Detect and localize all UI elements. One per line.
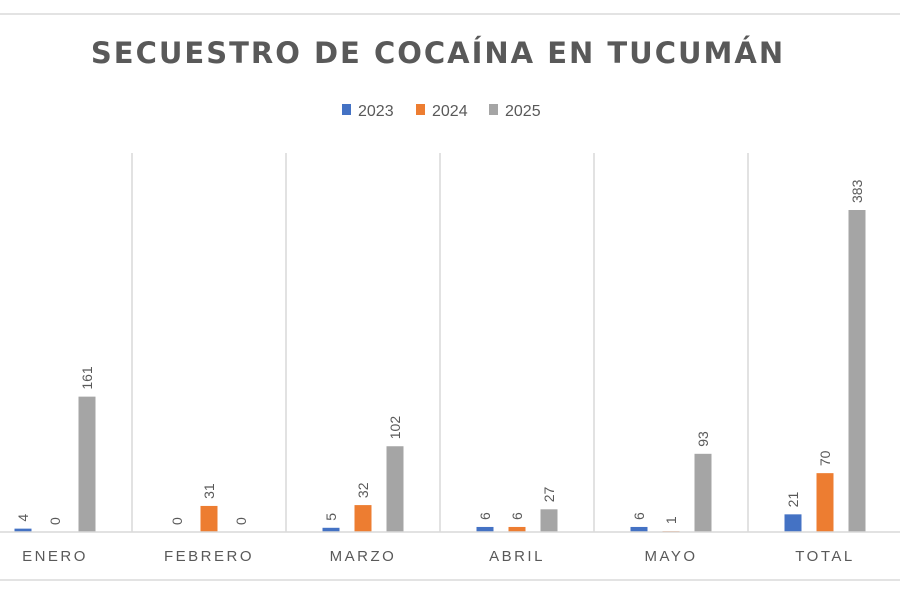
bar-2023-abril [476,526,494,532]
data-label: 0 [47,517,63,525]
bars: 4 0 161 0 31 0 5 32 102 6 6 27 6 1 93 21 70 383 [14,179,866,532]
data-label: 31 [201,483,217,499]
bar-2024-total [816,473,834,532]
data-label: 70 [817,450,833,466]
data-label: 4 [15,514,31,522]
bar-2025-enero [78,396,96,532]
legend-label-2024: 2024 [432,103,468,120]
chart-title: SECUESTRO DE COCAÍNA EN TUCUMÁN [91,36,785,70]
legend-swatch-2025 [489,104,498,115]
bar-2025-total [848,210,866,532]
data-label: 32 [355,482,371,498]
category-separators [131,153,749,532]
category-label: TOTAL [795,548,854,565]
category-label: ENERO [22,548,88,565]
legend-swatch-2023 [342,104,351,115]
legend-label-2025: 2025 [505,103,541,120]
legend: 2023 2024 2025 [342,103,541,120]
category-labels: ENERO FEBRERO MARZO ABRIL MAYO TOTAL [22,548,854,565]
category-label: ABRIL [489,548,545,565]
data-label: 6 [477,512,493,520]
category-label: FEBRERO [164,548,254,565]
bar-2024-abril [508,526,526,532]
bar-2024-marzo [354,505,372,532]
data-label: 0 [169,517,185,525]
category-label: MAYO [644,548,697,565]
legend-label-2023: 2023 [358,103,394,120]
bar-2023-enero [14,528,32,532]
data-label: 0 [233,517,249,525]
bar-2025-marzo [386,446,404,532]
data-label: 21 [785,492,801,508]
bar-2023-mayo [630,526,648,532]
bar-2024-febrero [200,505,218,532]
category-label: MARZO [330,548,397,565]
data-label: 5 [323,513,339,521]
legend-swatch-2024 [416,104,425,115]
data-label: 102 [387,416,403,440]
bar-2025-abril [540,509,558,532]
data-label: 383 [849,179,865,203]
data-label: 6 [509,512,525,520]
data-label: 93 [695,431,711,447]
data-label: 27 [541,487,557,503]
bar-2025-mayo [694,453,712,532]
data-label: 1 [663,516,679,524]
data-label: 6 [631,512,647,520]
data-label: 161 [79,366,95,390]
bar-2023-marzo [322,527,340,532]
bar-2023-total [784,514,802,532]
